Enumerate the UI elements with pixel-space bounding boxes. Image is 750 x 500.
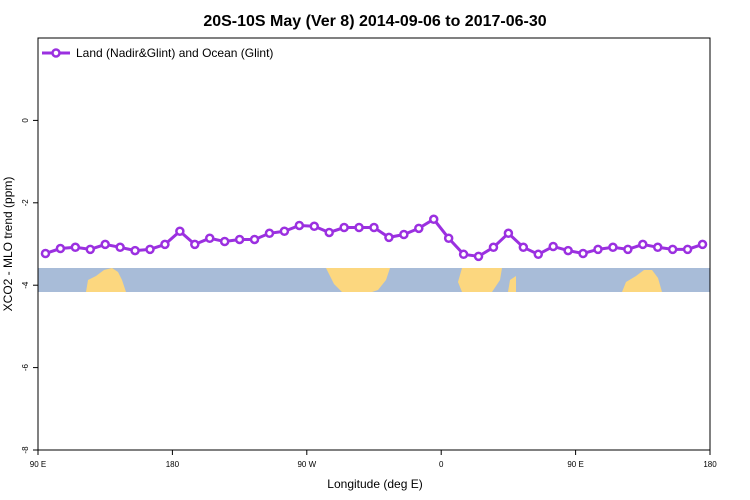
y-tick-label: -6 (21, 363, 30, 371)
y-axis-label: XCO2 - MLO trend (ppm) (1, 177, 15, 312)
x-tick-label: 0 (439, 460, 444, 469)
data-point (488, 242, 499, 253)
x-tick-label: 90 E (567, 460, 583, 469)
data-point (503, 228, 514, 239)
data-point (608, 242, 618, 253)
data-point (204, 233, 215, 243)
data-point (190, 239, 200, 250)
data-point (533, 249, 544, 260)
data-point (578, 248, 588, 259)
plot-frame (37, 37, 711, 451)
data-point (130, 245, 140, 256)
data-point (219, 236, 230, 247)
data-point (593, 244, 603, 255)
data-point (518, 242, 529, 253)
data-point (652, 242, 663, 253)
legend-marker (51, 48, 61, 58)
x-tick-label: 90 W (297, 460, 316, 469)
y-tick-label: 0 (21, 118, 30, 123)
legend-label: Land (Nadir&Glint) and Ocean (Glint) (76, 46, 273, 60)
data-point (473, 251, 484, 262)
data-point (369, 222, 379, 233)
x-tick-label: 180 (703, 460, 717, 469)
x-tick-label: 180 (166, 460, 180, 469)
data-point (160, 239, 170, 250)
data-point (175, 226, 185, 236)
data-point (339, 222, 349, 233)
data-point (682, 244, 693, 255)
y-tick-label: -2 (21, 199, 30, 207)
data-point (234, 234, 245, 245)
data-point (249, 234, 260, 245)
data-point (145, 244, 155, 255)
data-point (548, 241, 558, 252)
data-point (55, 243, 66, 254)
data-point (40, 248, 51, 259)
data-point (458, 249, 469, 260)
data-point (414, 223, 424, 234)
y-tick-label: -4 (21, 281, 30, 289)
data-point (697, 239, 708, 250)
data-point (85, 244, 96, 255)
data-point (638, 239, 648, 250)
data-point (70, 242, 81, 253)
x-axis-label: Longitude (deg E) (327, 477, 422, 491)
data-point (100, 239, 110, 250)
map-strip (38, 268, 710, 292)
data-point (623, 244, 633, 255)
x-tick-label: 90 E (30, 460, 46, 469)
data-point (294, 220, 305, 231)
data-point (399, 229, 409, 240)
y-tick-label: -8 (21, 446, 30, 454)
data-point (324, 227, 334, 238)
data-point (384, 232, 394, 243)
data-point (264, 228, 275, 239)
data-point (443, 233, 454, 243)
chart-title: 20S-10S May (Ver 8) 2014-09-06 to 2017-0… (203, 13, 546, 30)
data-point (354, 222, 364, 233)
data-point (309, 221, 320, 232)
data-point (279, 226, 290, 236)
data-point (667, 244, 678, 255)
data-point (115, 242, 125, 253)
data-point (563, 245, 573, 256)
data-point (428, 214, 439, 225)
